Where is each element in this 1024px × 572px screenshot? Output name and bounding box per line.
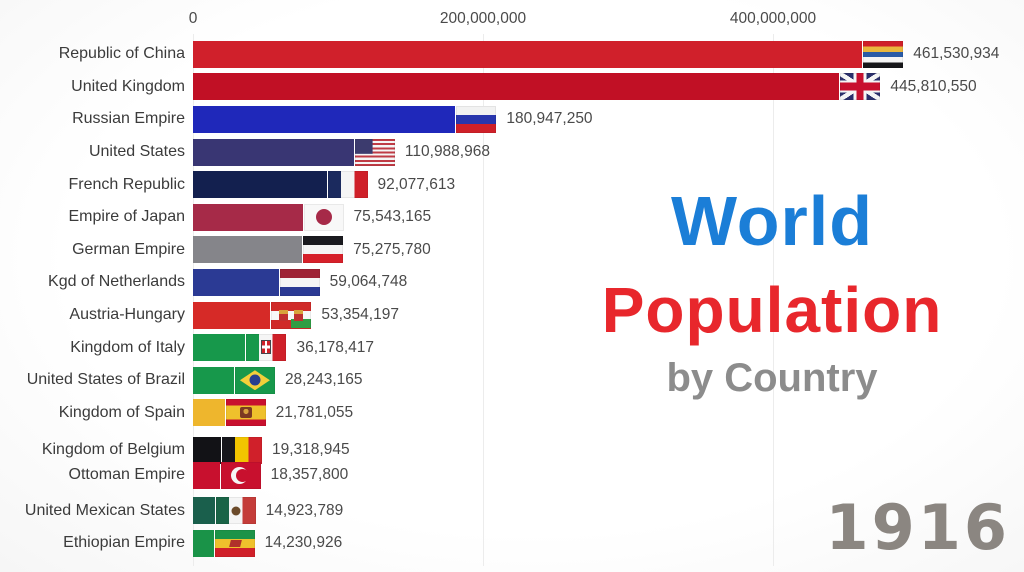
population-bar bbox=[193, 461, 220, 489]
bar-rows: Republic of China 461,530,934 United Kingd… bbox=[0, 38, 1024, 560]
title-word-population: Population bbox=[601, 274, 943, 346]
population-bar bbox=[193, 497, 215, 525]
country-label: United States of Brazil bbox=[26, 371, 185, 389]
gridline bbox=[483, 34, 484, 566]
country-label: French Republic bbox=[68, 175, 186, 193]
population-bar bbox=[193, 171, 327, 199]
bar-row: French Republic 92,077,613 bbox=[0, 168, 1024, 201]
value-label: 14,923,789 bbox=[265, 501, 344, 519]
population-bar bbox=[193, 366, 234, 394]
value-label: 445,810,550 bbox=[890, 77, 977, 95]
country-label: United Kingdom bbox=[71, 77, 185, 95]
bar-row: United States 110,988,968 bbox=[0, 136, 1024, 169]
flag-icon-france bbox=[327, 171, 368, 199]
bar-row: German Empire 75,275,780 bbox=[0, 234, 1024, 267]
country-label: United Mexican States bbox=[24, 501, 185, 519]
bar-row: Empire of Japan 75,543,165 bbox=[0, 201, 1024, 234]
bar-row: Kingdom of Spain 21,781,055 bbox=[0, 397, 1024, 430]
value-label: 19,318,945 bbox=[272, 441, 350, 459]
flag-icon-japan bbox=[303, 203, 344, 231]
value-label: 75,275,780 bbox=[353, 240, 431, 258]
country-label: Russian Empire bbox=[72, 110, 185, 128]
value-label: 75,543,165 bbox=[353, 208, 432, 226]
population-bar bbox=[193, 105, 456, 133]
population-bar bbox=[193, 268, 279, 296]
flag-icon-germany bbox=[303, 236, 344, 264]
bar-row: Ethiopian Empire 14,230,926 bbox=[0, 527, 1024, 560]
country-label: Republic of China bbox=[58, 45, 185, 63]
population-bar bbox=[193, 138, 354, 166]
chart-title: World Population by Country bbox=[537, 186, 1007, 398]
flag-icon-brazil bbox=[234, 366, 275, 394]
population-bar bbox=[193, 73, 840, 101]
bar-row: United Kingdom 445,810,550 bbox=[0, 71, 1024, 104]
x-axis-tick: 400,000,000 bbox=[729, 10, 817, 27]
flag-icon-belgium bbox=[222, 436, 262, 464]
value-label: 18,357,800 bbox=[270, 466, 349, 484]
flag-icon-italy bbox=[246, 334, 287, 362]
value-label: 21,781,055 bbox=[275, 403, 354, 421]
bar-row: Kingdom of Italy 36,178,417 bbox=[0, 331, 1024, 364]
flag-icon-usa bbox=[354, 138, 395, 166]
country-label: Kingdom of Belgium bbox=[41, 441, 185, 459]
value-label: 36,178,417 bbox=[296, 338, 375, 356]
gridline bbox=[773, 34, 774, 566]
flag-icon-china bbox=[863, 40, 904, 68]
flag-icon-spain bbox=[225, 399, 266, 427]
value-label: 92,077,613 bbox=[377, 175, 456, 193]
bar-row: Russian Empire 180,947,250 bbox=[0, 103, 1024, 136]
gridline bbox=[193, 34, 194, 566]
flag-icon-ottoman bbox=[220, 461, 261, 489]
value-label: 180,947,250 bbox=[506, 110, 593, 128]
population-bar bbox=[193, 40, 863, 68]
value-label: 59,064,748 bbox=[329, 273, 408, 291]
country-label: German Empire bbox=[72, 240, 185, 258]
flag-icon-austria-hungary bbox=[271, 301, 312, 329]
value-label: 53,354,197 bbox=[321, 306, 399, 324]
flag-icon-russia bbox=[456, 105, 497, 133]
country-label: Austria-Hungary bbox=[69, 306, 185, 324]
value-label: 461,530,934 bbox=[913, 45, 1000, 63]
country-label: Ethiopian Empire bbox=[63, 534, 185, 552]
title-word-world: World bbox=[670, 182, 873, 260]
bar-row: Austria-Hungary 53,354,197 bbox=[0, 299, 1024, 332]
bar-row: United States of Brazil 28,243,165 bbox=[0, 364, 1024, 397]
flag-icon-ethiopia bbox=[214, 529, 255, 557]
bar-row: Kingdom of Belgium 19,318,945 bbox=[0, 434, 1024, 467]
country-label: United States bbox=[88, 143, 185, 161]
country-label: Empire of Japan bbox=[68, 208, 185, 226]
population-bar bbox=[193, 399, 225, 427]
year-counter: 1916 bbox=[825, 491, 1010, 564]
country-label: Kgd of Netherlands bbox=[48, 273, 185, 291]
bar-row: Kgd of Netherlands 59,064,748 bbox=[0, 266, 1024, 299]
country-label: Ottoman Empire bbox=[68, 466, 185, 484]
x-axis-tick: 0 bbox=[188, 10, 198, 27]
value-label: 110,988,968 bbox=[404, 143, 490, 161]
x-axis-tick: 200,000,000 bbox=[439, 10, 527, 27]
value-label: 28,243,165 bbox=[284, 371, 363, 389]
flag-icon-mexico bbox=[215, 497, 256, 525]
country-label: Kingdom of Spain bbox=[58, 403, 185, 421]
flag-icon-netherlands bbox=[279, 268, 320, 296]
population-bar bbox=[193, 301, 271, 329]
population-bar bbox=[193, 203, 303, 231]
bar-row: United Mexican States 14,923,789 bbox=[0, 494, 1024, 527]
population-bar bbox=[193, 436, 221, 464]
population-bar bbox=[193, 334, 246, 362]
population-bar bbox=[193, 529, 214, 557]
title-subtitle: by Country bbox=[666, 356, 878, 400]
population-bar bbox=[193, 236, 303, 264]
flag-icon-uk bbox=[840, 73, 881, 101]
bar-row: Republic of China 461,530,934 bbox=[0, 38, 1024, 71]
country-label: Kingdom of Italy bbox=[70, 338, 185, 356]
value-label: 14,230,926 bbox=[264, 534, 343, 552]
bar-row: Ottoman Empire 18,357,800 bbox=[0, 459, 1024, 492]
